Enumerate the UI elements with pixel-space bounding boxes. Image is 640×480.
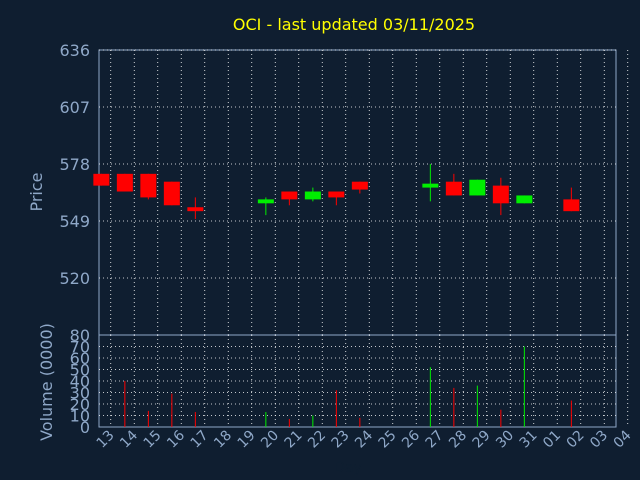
candle-body <box>163 181 180 206</box>
candle-body <box>257 199 274 204</box>
candle-body <box>492 185 509 204</box>
volume-plot-frame <box>98 334 617 428</box>
candle-body <box>422 183 439 188</box>
x-tick-label: 18 <box>211 428 235 452</box>
volume-tick-label: 40 <box>70 372 90 391</box>
candle-body <box>469 179 486 196</box>
x-tick-label: 24 <box>352 427 376 451</box>
volume-tick-label: 30 <box>70 384 90 403</box>
candle-body <box>516 195 533 204</box>
volume-tick-label: 0 <box>80 418 90 437</box>
x-tick-labels: 13 14 15 16 17 18 19 20 21 22 23 24 25 26 27 28 29 30 31 01… <box>94 427 635 451</box>
price-panel: 636 607 578 549 520 <box>59 41 629 336</box>
volume-tick-label: 10 <box>70 407 90 426</box>
x-tick-label: 25 <box>376 428 400 452</box>
volume-tick-label: 20 <box>70 395 90 414</box>
x-tick-label: 21 <box>282 428 306 452</box>
candle-body <box>563 199 580 212</box>
candle-body <box>281 191 298 200</box>
candle-body <box>116 173 133 192</box>
x-tick-label: 22 <box>305 428 329 452</box>
x-tick-label: 20 <box>258 428 282 452</box>
price-tick-label: 636 <box>59 41 90 60</box>
chart-title: OCI - last updated 03/11/2025 <box>233 15 475 34</box>
price-axis-label: Price <box>27 172 46 211</box>
x-tick-label: 27 <box>423 428 447 452</box>
volume-tick-label: 50 <box>70 361 90 380</box>
price-tick-label: 520 <box>59 269 90 288</box>
price-tick-label: 549 <box>59 212 90 231</box>
candle-body <box>140 173 157 198</box>
x-tick-label: 04 <box>611 427 635 451</box>
x-tick-label: 26 <box>399 427 423 451</box>
x-tick-label: 03 <box>587 428 611 452</box>
x-tick-label: 14 <box>117 427 141 451</box>
candle-body <box>187 207 204 212</box>
x-tick-label: 15 <box>141 428 165 452</box>
x-tick-label: 31 <box>517 428 541 452</box>
candle-body <box>328 191 345 198</box>
x-tick-label: 17 <box>188 428 212 452</box>
x-tick-label: 19 <box>235 428 259 452</box>
candle-body <box>445 181 462 196</box>
x-tick-label: 23 <box>329 428 353 452</box>
volume-tick-label: 60 <box>70 349 90 368</box>
volume-axis-label: Volume (0000) <box>37 323 56 441</box>
candle-body <box>93 173 110 186</box>
x-tick-label: 29 <box>470 428 494 452</box>
x-tick-label: 13 <box>94 428 118 452</box>
day-axis-label: Day <box>334 460 362 476</box>
x-tick-label: 28 <box>446 428 470 452</box>
candle-body <box>304 191 321 200</box>
candle-body <box>351 181 368 190</box>
x-tick-label: 16 <box>164 427 188 451</box>
x-tick-label: 01 <box>540 428 564 452</box>
price-tick-label: 578 <box>59 155 90 174</box>
x-tick-label: 30 <box>493 428 517 452</box>
price-tick-label: 607 <box>59 98 90 117</box>
x-tick-label: 02 <box>564 428 588 452</box>
volume-tick-label: 70 <box>70 338 90 357</box>
volume-tick-label: 80 <box>70 326 90 345</box>
